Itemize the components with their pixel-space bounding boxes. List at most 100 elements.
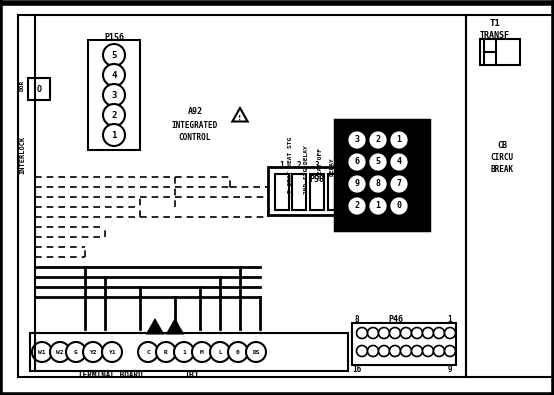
Text: 8: 8 [376, 179, 381, 188]
Text: 5: 5 [376, 158, 381, 167]
Text: 1: 1 [376, 201, 381, 211]
Bar [328, 174, 342, 210]
Circle shape [347, 130, 367, 150]
Circle shape [103, 84, 125, 106]
Text: HEAT OFF: HEAT OFF [317, 148, 322, 178]
Text: 16: 16 [352, 365, 362, 374]
Circle shape [156, 342, 176, 362]
Text: 4: 4 [333, 162, 337, 171]
Circle shape [401, 346, 412, 357]
Circle shape [192, 342, 212, 362]
Text: 3: 3 [355, 135, 360, 145]
Bar [28, 78, 50, 100]
Bar [480, 39, 520, 65]
Text: Y1: Y1 [108, 350, 116, 354]
Bar [30, 333, 348, 371]
Text: 3: 3 [315, 162, 319, 171]
Circle shape [174, 342, 194, 362]
Circle shape [389, 327, 401, 339]
Circle shape [368, 196, 388, 216]
Circle shape [357, 346, 367, 357]
Circle shape [32, 342, 52, 362]
Text: 9: 9 [448, 365, 452, 374]
Circle shape [368, 152, 388, 172]
Bar [268, 167, 356, 215]
Text: 5: 5 [111, 51, 117, 60]
Circle shape [347, 152, 367, 172]
Circle shape [138, 342, 158, 362]
Text: CONTROL: CONTROL [179, 132, 211, 141]
Circle shape [378, 327, 389, 339]
Text: TRANSF: TRANSF [480, 30, 510, 40]
Circle shape [228, 342, 248, 362]
Circle shape [389, 196, 409, 216]
Text: 4: 4 [111, 70, 117, 79]
Circle shape [367, 346, 378, 357]
Bar [335, 120, 429, 230]
Circle shape [246, 342, 266, 362]
Circle shape [389, 152, 409, 172]
Circle shape [368, 130, 388, 150]
Text: 1: 1 [280, 162, 284, 171]
Polygon shape [167, 320, 183, 333]
Text: TERMINAL BOARD: TERMINAL BOARD [78, 372, 143, 380]
Circle shape [83, 342, 103, 362]
Text: O: O [37, 85, 42, 94]
Text: 2: 2 [355, 201, 360, 211]
Polygon shape [147, 320, 163, 333]
Text: 1: 1 [448, 314, 452, 324]
Text: 1: 1 [111, 130, 117, 139]
Bar [88, 40, 140, 150]
Text: L: L [218, 350, 222, 354]
Text: !: ! [238, 115, 242, 121]
Circle shape [412, 346, 423, 357]
Text: INTEGRATED: INTEGRATED [172, 120, 218, 130]
Circle shape [210, 342, 230, 362]
Circle shape [102, 342, 122, 362]
Text: 2: 2 [376, 135, 381, 145]
Text: 9: 9 [355, 179, 360, 188]
Text: 4: 4 [397, 158, 402, 167]
Text: 2ND STG DELAY: 2ND STG DELAY [304, 146, 309, 194]
Text: TB1: TB1 [184, 372, 199, 380]
Text: Y2: Y2 [89, 350, 97, 354]
Text: 8: 8 [355, 314, 360, 324]
Bar [18, 15, 466, 377]
Circle shape [401, 327, 412, 339]
Text: 0: 0 [397, 201, 402, 211]
Circle shape [389, 346, 401, 357]
Text: 2: 2 [111, 111, 117, 120]
Text: C: C [146, 350, 150, 354]
Circle shape [378, 346, 389, 357]
Text: T1: T1 [490, 19, 500, 28]
Circle shape [367, 327, 378, 339]
Circle shape [103, 64, 125, 86]
Bar [292, 174, 306, 210]
Text: 3: 3 [111, 90, 117, 100]
Text: DELAY: DELAY [330, 158, 335, 177]
Text: INTERLOCK: INTERLOCK [19, 136, 25, 174]
Text: 6: 6 [355, 158, 360, 167]
Circle shape [389, 174, 409, 194]
Circle shape [412, 327, 423, 339]
Text: P156: P156 [104, 32, 124, 41]
Text: W1: W1 [38, 350, 46, 354]
Text: 2: 2 [297, 162, 301, 171]
Circle shape [66, 342, 86, 362]
Bar [310, 174, 324, 210]
Circle shape [423, 327, 433, 339]
Circle shape [444, 327, 455, 339]
Text: CB: CB [497, 141, 507, 149]
Circle shape [368, 174, 388, 194]
Text: M: M [200, 350, 204, 354]
Circle shape [103, 104, 125, 126]
Text: G: G [74, 350, 78, 354]
Text: P58: P58 [310, 175, 325, 184]
Text: 1: 1 [182, 350, 186, 354]
Text: R: R [164, 350, 168, 354]
Text: W2: W2 [57, 350, 64, 354]
Bar [466, 15, 554, 377]
Circle shape [389, 130, 409, 150]
Text: 1: 1 [397, 135, 402, 145]
Circle shape [347, 196, 367, 216]
